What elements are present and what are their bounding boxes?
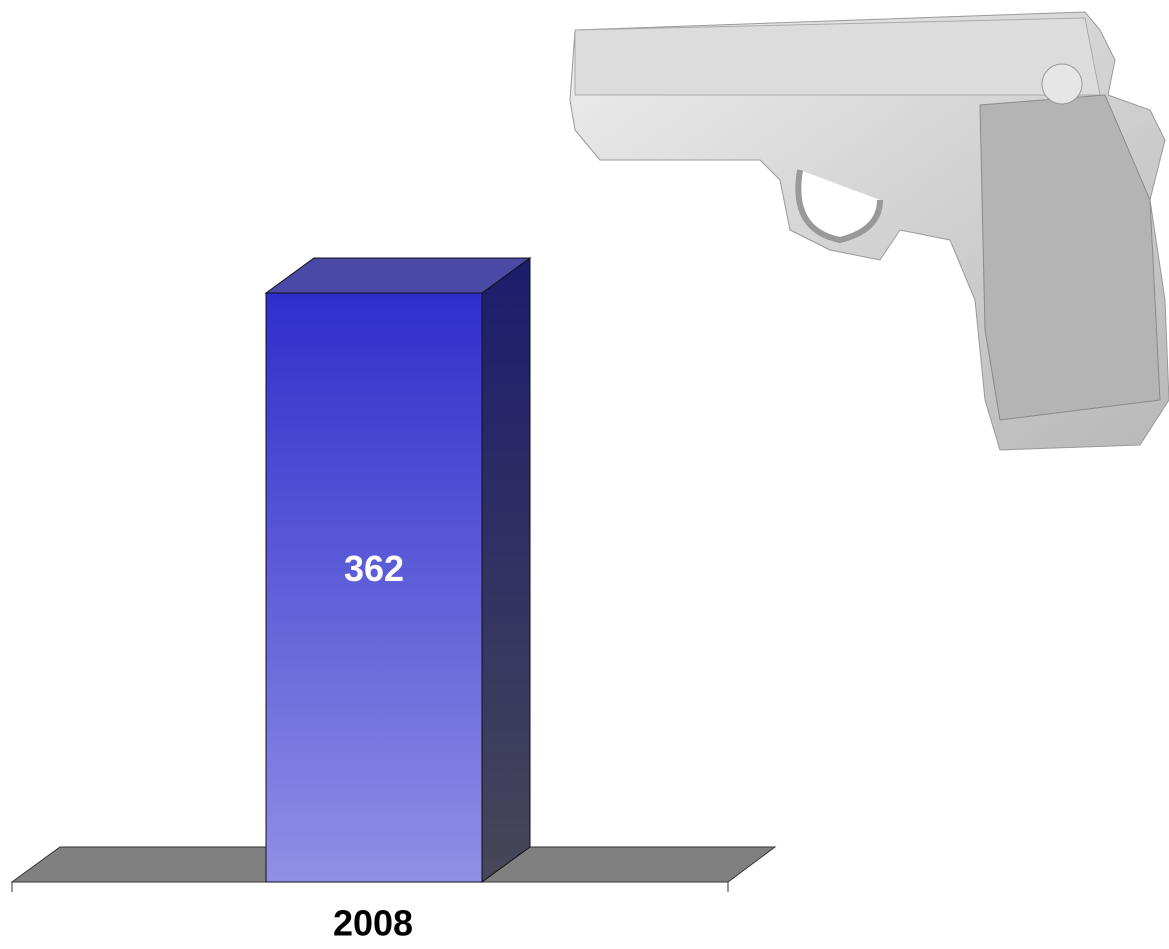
pistol-illustration bbox=[570, 12, 1169, 450]
chart: 362 2008 bbox=[0, 0, 1169, 949]
bar-side bbox=[482, 258, 530, 882]
x-tick-label: 2008 bbox=[333, 903, 413, 944]
data-label: 362 bbox=[344, 548, 404, 589]
